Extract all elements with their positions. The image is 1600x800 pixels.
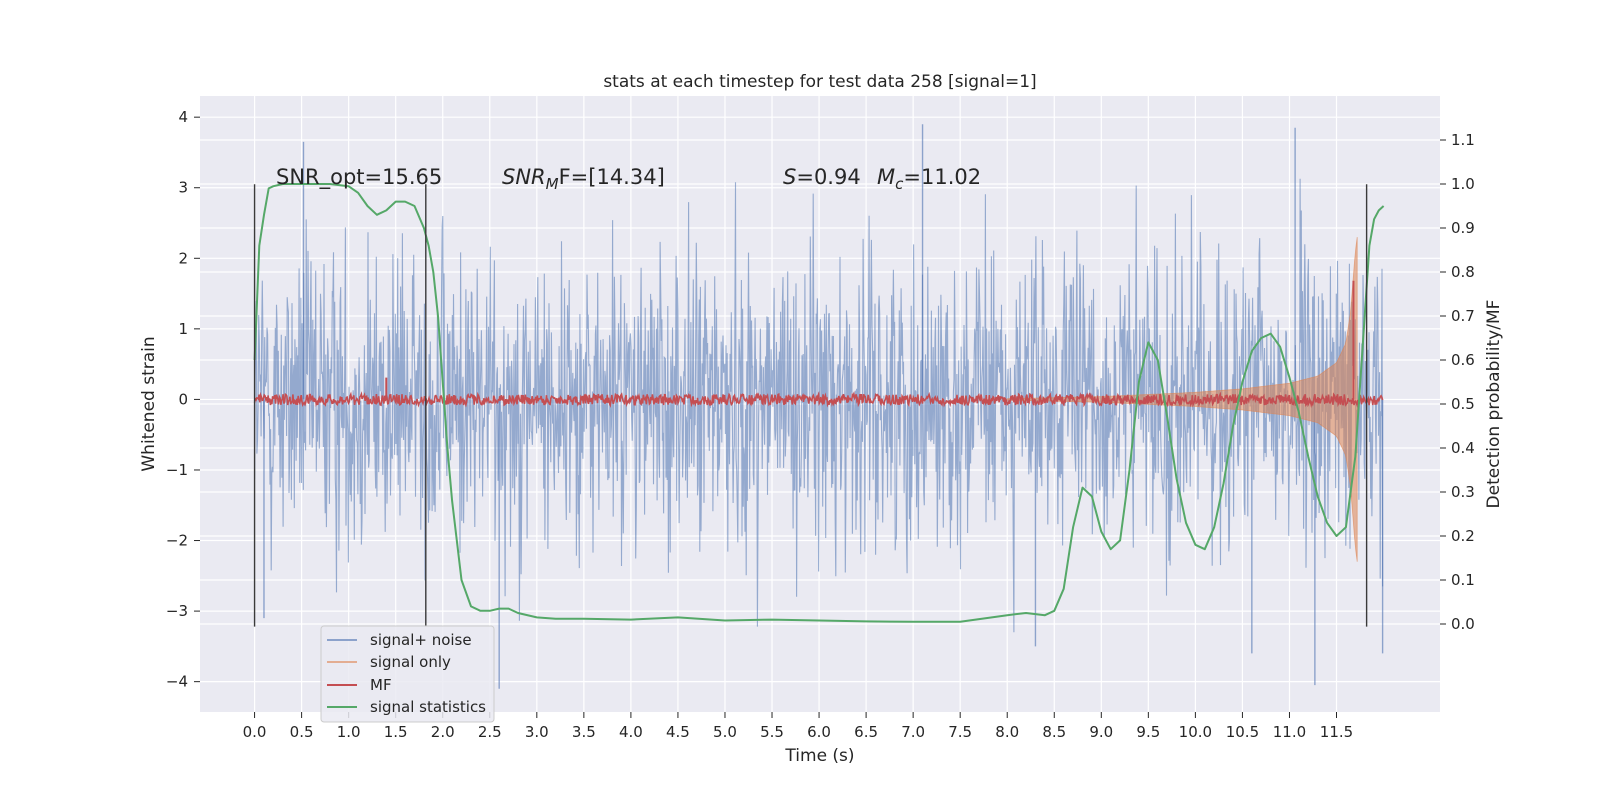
snr-mf-rest: F=[14.34] [559, 165, 665, 189]
snr-mf-annotation: SNRMF=[14.34] [502, 165, 665, 193]
x-tick-label: 10.0 [1179, 723, 1212, 741]
y-axis-right-label: Detection probability/MF [1484, 300, 1504, 509]
y-axis-left-label: Whitened strain [139, 336, 159, 471]
x-tick-label: 8.0 [995, 723, 1019, 741]
y-left-tick-label: 4 [178, 108, 188, 126]
x-tick-label: 5.5 [760, 723, 784, 741]
signal-statistics-series [253, 183, 1385, 623]
x-tick-label: 8.5 [1042, 723, 1066, 741]
x-tick-label: 6.0 [807, 723, 831, 741]
legend-label-signal-only: signal only [370, 653, 451, 671]
x-tick-label: 6.5 [854, 723, 878, 741]
x-tick-label: 10.5 [1226, 723, 1259, 741]
x-tick-label: 7.0 [901, 723, 925, 741]
y-left-tick-label: −3 [166, 602, 188, 620]
mc-annotation: Mc=11.02 [877, 165, 981, 193]
y-left-tick-label: −2 [166, 532, 188, 550]
y-axis-left-ticks: 4 3 2 1 0 −1 −2 −3 −4 [166, 108, 200, 691]
y-left-tick-label: 2 [178, 249, 188, 267]
legend-label-signal-statistics: signal statistics [370, 698, 486, 716]
snr-mf-base: SNR [502, 165, 546, 189]
x-tick-label: 11.5 [1320, 723, 1353, 741]
s-annotation: S=0.94 [783, 165, 861, 189]
signal-statistics-line [253, 183, 1385, 623]
marker-lines [253, 184, 1368, 627]
legend-label-signal-noise: signal+ noise [370, 631, 472, 649]
x-tick-label: 0.0 [243, 723, 267, 741]
y-left-tick-label: 1 [178, 320, 188, 338]
y-right-tick-label: 0.2 [1451, 527, 1475, 545]
x-tick-label: 0.5 [290, 723, 314, 741]
y-right-tick-label: 0.0 [1451, 615, 1475, 633]
x-tick-label: 1.5 [384, 723, 408, 741]
x-tick-label: 3.5 [572, 723, 596, 741]
s-value: =0.94 [796, 165, 860, 189]
x-tick-label: 9.0 [1089, 723, 1113, 741]
y-right-tick-label: 0.1 [1451, 571, 1475, 589]
x-tick-label: 5.0 [713, 723, 737, 741]
x-tick-label: 9.5 [1136, 723, 1160, 741]
y-right-tick-label: 0.3 [1451, 483, 1475, 501]
y-right-tick-label: 0.9 [1451, 219, 1475, 237]
mc-base: M [877, 165, 895, 189]
x-tick-label: 7.5 [948, 723, 972, 741]
x-tick-label: 2.0 [431, 723, 455, 741]
x-tick-label: 4.5 [666, 723, 690, 741]
y-left-tick-label: −1 [166, 461, 188, 479]
mf-line [253, 391, 1384, 409]
y-right-tick-label: 0.8 [1451, 263, 1475, 281]
mc-sub: c [895, 175, 904, 193]
mf-series [253, 280, 1384, 409]
y-right-tick-label: 0.4 [1451, 439, 1475, 457]
snr-opt-annotation: SNR_opt=15.65 [276, 165, 442, 190]
x-axis-label: Time (s) [784, 746, 854, 766]
chart-title: stats at each timestep for test data 258… [603, 72, 1036, 92]
legend: signal+ noise signal only MF signal stat… [320, 625, 495, 723]
signal-noise-line [254, 178, 1384, 633]
mc-value: =11.02 [903, 165, 981, 189]
x-tick-label: 11.0 [1273, 723, 1306, 741]
x-axis-ticks: 0.0 0.5 1.0 1.5 2.0 2.5 3.0 3.5 4.0 4.5 5.0 5.5 6.0 6… [243, 712, 1353, 741]
y-right-tick-label: 0.7 [1451, 307, 1475, 325]
x-tick-label: 4.0 [619, 723, 643, 741]
legend-label-mf: MF [370, 676, 392, 694]
legend-box [320, 625, 495, 723]
x-tick-label: 3.0 [525, 723, 549, 741]
snr-mf-sub: M [546, 175, 559, 193]
x-tick-label: 1.0 [337, 723, 361, 741]
y-right-tick-label: 1.0 [1451, 175, 1475, 193]
y-left-tick-label: 0 [178, 390, 188, 408]
y-left-tick-label: −4 [166, 673, 188, 691]
x-tick-label: 2.5 [478, 723, 502, 741]
y-left-tick-label: 3 [178, 179, 188, 197]
y-right-tick-label: 0.6 [1451, 351, 1475, 369]
y-axis-right-ticks: 1.1 1.0 0.9 0.8 0.7 0.6 0.5 0.4 0.3 0.2 0.1 0.0 [1440, 131, 1475, 633]
signal-noise-series [254, 124, 1384, 689]
y-right-tick-label: 0.5 [1451, 395, 1475, 413]
s-label: S [783, 165, 796, 189]
y-right-tick-label: 1.1 [1451, 131, 1475, 149]
